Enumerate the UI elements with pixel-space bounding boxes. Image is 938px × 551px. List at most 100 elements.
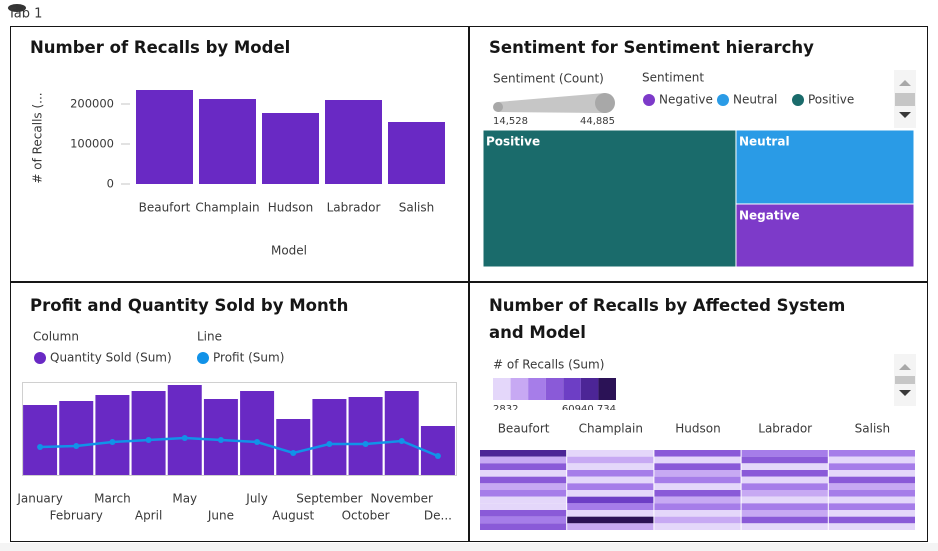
heat-cell	[654, 516, 741, 524]
heat-cell	[741, 510, 828, 517]
x-tick-label: February	[50, 509, 103, 523]
bar	[384, 391, 419, 475]
legend-scroll[interactable]	[894, 354, 916, 406]
legend-swatch	[717, 94, 729, 106]
heat-cell	[567, 450, 654, 457]
heat-cell	[741, 463, 828, 470]
heat-cell	[480, 470, 567, 477]
x-tick-label: Hudson	[268, 201, 313, 215]
bar	[95, 395, 130, 475]
size-legend-max	[595, 93, 615, 113]
heat-cell	[654, 510, 741, 517]
heat-cell	[828, 490, 915, 497]
size-legend-min: 14,528	[493, 116, 528, 127]
heat-cell	[828, 503, 915, 510]
heat-cell	[567, 483, 654, 490]
heat-cell	[480, 490, 567, 497]
tile-label: Positive	[486, 135, 540, 149]
x-tick-label: May	[172, 492, 197, 506]
heat-cell	[654, 483, 741, 490]
heat-cell	[741, 496, 828, 504]
line-point	[434, 453, 441, 459]
heat-cell	[741, 456, 828, 464]
heat-cell	[828, 496, 915, 504]
column-label: Salish	[855, 422, 891, 436]
line-point	[37, 444, 44, 450]
legend-swatch	[34, 352, 46, 364]
heat-cell	[567, 516, 654, 524]
legend-max: 60940.734	[562, 404, 616, 415]
legend-scroll[interactable]	[894, 70, 916, 128]
treemap-tile	[735, 129, 915, 205]
x-tick-label: Beaufort	[139, 201, 191, 215]
heat-cell	[654, 503, 741, 510]
legend-min: 2832	[493, 404, 518, 415]
legend-swatch	[528, 378, 546, 400]
y-tick-label: 0	[107, 177, 114, 191]
bar	[276, 419, 311, 475]
column-label: Champlain	[579, 422, 643, 436]
heat-cell	[654, 490, 741, 497]
heat-cell	[480, 510, 567, 517]
size-legend-min	[493, 102, 503, 112]
y-tick-label: 100000	[70, 137, 114, 151]
bar	[136, 90, 193, 184]
line-point	[326, 441, 333, 447]
bar	[348, 397, 383, 475]
legend-label: Negative	[659, 93, 713, 107]
chart-title: Profit and Quantity Sold by Month	[30, 296, 349, 315]
heat-cell	[828, 470, 915, 477]
chart-title: Number of Recalls by Model	[30, 38, 291, 57]
color-legend-title: Sentiment	[642, 71, 704, 85]
heat-cell	[480, 463, 567, 470]
bar	[23, 405, 58, 475]
legend-swatch	[545, 378, 564, 400]
heat-cell	[654, 456, 741, 464]
line-point	[254, 439, 261, 445]
heat-cell	[567, 496, 654, 504]
panel	[10, 26, 469, 282]
legend-title: Column	[33, 330, 79, 344]
heat-cell	[828, 450, 915, 457]
heat-cell	[741, 503, 828, 510]
chart-title: Number of Recalls by Affected System and…	[489, 296, 846, 342]
line-point	[398, 438, 405, 444]
bar	[325, 100, 382, 184]
column-label: Hudson	[675, 422, 720, 436]
chart-title: Sentiment for Sentiment hierarchy	[489, 38, 814, 57]
heat-cell	[480, 523, 567, 530]
legend-label: Positive	[808, 93, 854, 107]
x-tick-label: August	[272, 509, 314, 523]
heat-cell	[741, 523, 828, 530]
column-label: Labrador	[758, 422, 812, 436]
heat-cell	[480, 450, 567, 457]
heat-cell	[480, 476, 567, 484]
line-point	[290, 450, 297, 456]
x-tick-label: De...	[424, 509, 452, 523]
heat-cell	[480, 503, 567, 510]
heat-cell	[741, 476, 828, 484]
panel	[469, 26, 928, 282]
panel	[10, 282, 469, 542]
heat-cell	[567, 510, 654, 517]
bar	[59, 401, 94, 475]
panel	[469, 282, 928, 542]
tile-label: Negative	[739, 208, 800, 222]
bar	[240, 391, 275, 475]
x-tick-label: Champlain	[195, 201, 259, 215]
tab-label[interactable]: Tab 1	[7, 7, 42, 22]
x-tick-label: April	[135, 509, 162, 523]
heat-cell	[654, 476, 741, 484]
legend-swatch	[580, 378, 599, 400]
legend-title: # of Recalls (Sum)	[493, 358, 604, 372]
treemap-tile	[735, 203, 915, 268]
heat-cell	[741, 483, 828, 490]
heat-cell	[567, 523, 654, 530]
heat-cell	[480, 456, 567, 464]
heat-cell	[828, 456, 915, 464]
treemap-tile	[482, 129, 737, 268]
x-tick-label: Labrador	[327, 201, 381, 215]
size-legend-wedge	[498, 93, 605, 113]
heat-cell	[741, 470, 828, 477]
